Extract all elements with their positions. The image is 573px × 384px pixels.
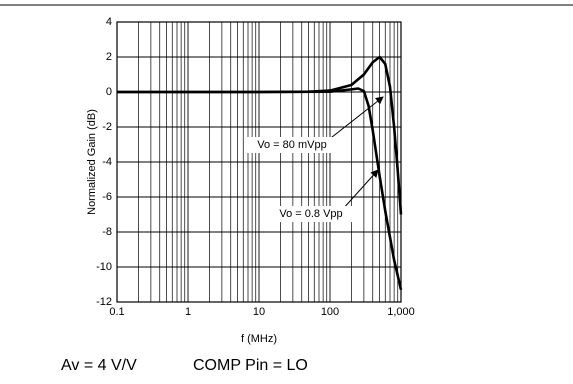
plot-frame — [116, 21, 402, 303]
series-label: Vo = 0.8 Vpp — [279, 208, 342, 220]
y-tick-label: -6 — [102, 191, 112, 203]
y-tick-label: 4 — [106, 16, 112, 28]
y-tick-label: -8 — [102, 226, 112, 238]
x-tick-label: 1,000 — [387, 306, 415, 318]
annotation-arrow — [341, 169, 379, 211]
annotation-box — [270, 206, 352, 222]
annotation-arrow — [326, 96, 384, 142]
y-tick-label: -12 — [96, 296, 112, 308]
annotation-box — [247, 137, 337, 153]
note: Av = 4 V/V — [61, 357, 137, 374]
y-tick-label: -2 — [102, 121, 112, 133]
y-tick-label: 2 — [106, 51, 112, 63]
y-tick-label: -10 — [96, 261, 112, 273]
note: COMP Pin = LO — [193, 357, 308, 374]
series-label: Vo = 80 mVpp — [257, 139, 326, 151]
y-axis-label: Normalized Gain (dB) — [86, 109, 98, 215]
x-tick-label: 1 — [185, 306, 191, 318]
x-axis-label: f (MHz) — [241, 333, 277, 345]
x-tick-label: 10 — [253, 306, 265, 318]
y-tick-label: 0 — [106, 86, 112, 98]
series-line — [117, 87, 403, 291]
y-tick-label: -4 — [102, 156, 112, 168]
x-tick-label: 100 — [321, 306, 339, 318]
x-tick-label: 0.1 — [109, 306, 124, 318]
